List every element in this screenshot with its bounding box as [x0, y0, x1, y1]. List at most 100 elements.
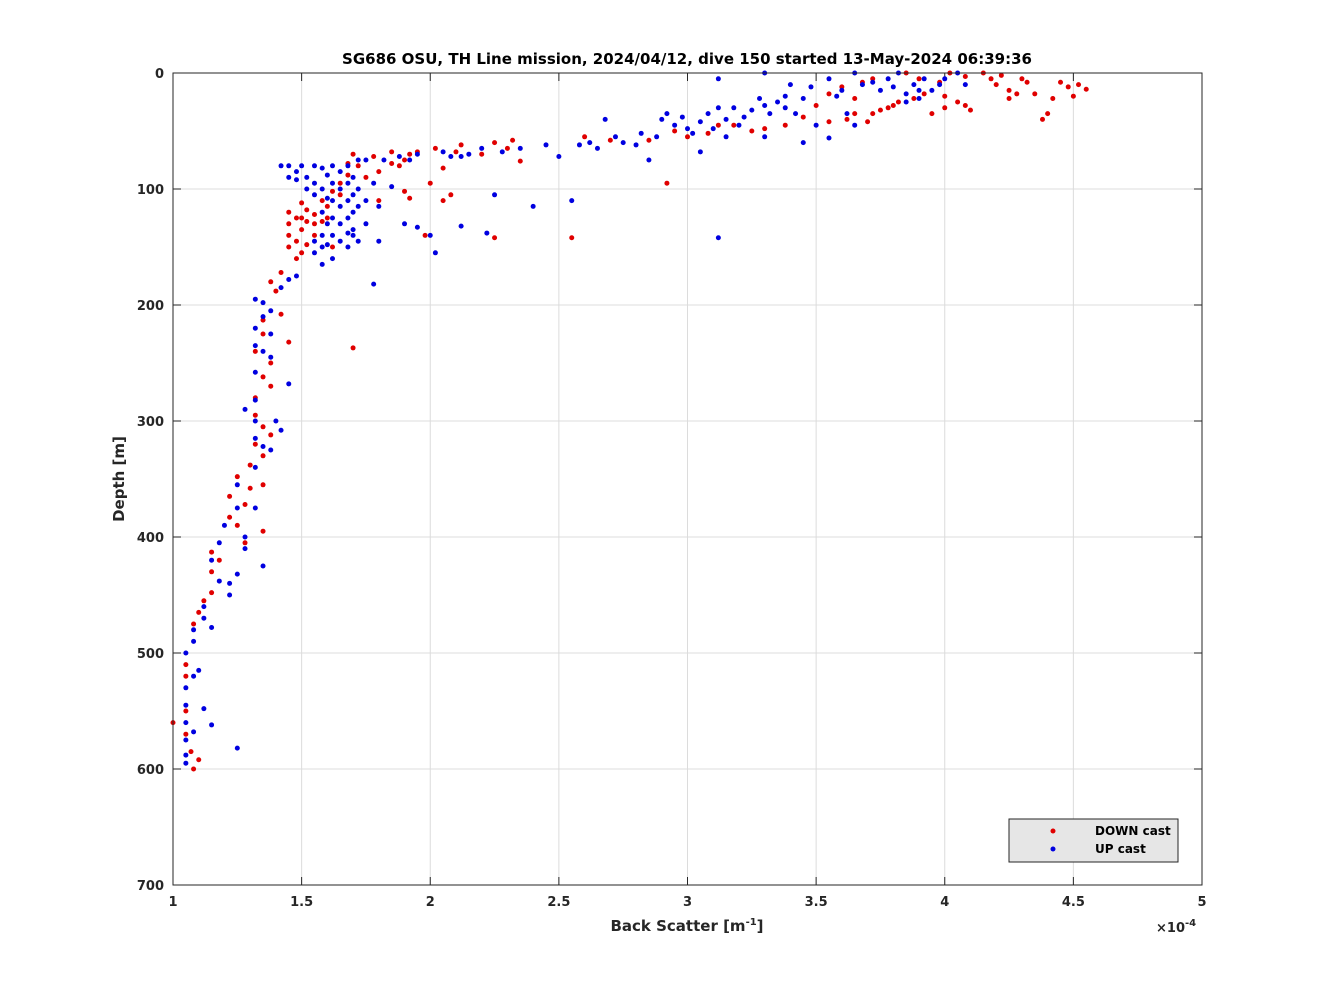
data-point — [337, 192, 343, 198]
data-point — [967, 107, 973, 113]
data-point — [844, 111, 850, 117]
data-point — [672, 122, 678, 128]
data-point — [286, 232, 292, 238]
data-point — [355, 203, 361, 209]
data-point — [911, 96, 917, 102]
y-tick-label: 100 — [137, 183, 164, 198]
data-point — [389, 160, 395, 166]
data-point — [646, 157, 652, 163]
data-point — [355, 238, 361, 244]
data-point — [877, 87, 883, 93]
data-point — [458, 154, 464, 160]
data-point — [929, 111, 935, 117]
data-point — [736, 122, 742, 128]
data-point — [492, 192, 498, 198]
data-point — [209, 722, 215, 728]
data-point — [715, 122, 721, 128]
data-point — [962, 102, 968, 108]
data-point — [260, 348, 266, 354]
data-point — [304, 186, 310, 192]
data-point — [942, 105, 948, 111]
data-point — [268, 360, 274, 366]
data-point — [826, 135, 832, 141]
data-point — [620, 140, 626, 146]
data-point — [839, 84, 845, 90]
data-point — [350, 151, 356, 157]
data-point — [890, 102, 896, 108]
data-point — [903, 91, 909, 97]
data-point — [396, 163, 402, 169]
x-axis-multiplier: ×10-4 — [1156, 918, 1196, 936]
data-point — [209, 624, 215, 630]
data-point — [227, 592, 233, 598]
data-point — [844, 116, 850, 122]
y-tick-label: 500 — [137, 647, 164, 662]
y-tick-label: 0 — [155, 67, 164, 82]
data-point — [787, 82, 793, 88]
data-point — [654, 134, 660, 140]
data-point — [607, 137, 613, 143]
data-point — [329, 180, 335, 186]
data-point — [252, 296, 258, 302]
data-point — [209, 557, 215, 563]
data-point — [355, 163, 361, 169]
y-tick-label: 200 — [137, 299, 164, 314]
data-point — [852, 122, 858, 128]
data-point — [319, 209, 325, 215]
data-point — [1050, 96, 1056, 102]
data-point — [407, 157, 413, 163]
data-point — [782, 122, 788, 128]
data-point — [569, 235, 575, 241]
data-point — [324, 242, 330, 248]
data-point — [252, 435, 258, 441]
data-point — [448, 192, 454, 198]
data-point — [1006, 96, 1012, 102]
x-tick-label: 4 — [940, 895, 949, 910]
y-tick-label: 300 — [137, 415, 164, 430]
data-point — [311, 250, 317, 256]
data-point — [345, 244, 351, 250]
data-point — [299, 163, 305, 169]
data-point — [921, 76, 927, 82]
data-point — [324, 221, 330, 227]
x-tick-label: 3 — [683, 895, 692, 910]
data-point — [852, 96, 858, 102]
data-point — [414, 224, 420, 230]
data-point — [252, 412, 258, 418]
data-point — [517, 145, 523, 151]
data-point — [329, 163, 335, 169]
data-point — [664, 111, 670, 117]
data-point — [458, 223, 464, 229]
data-point — [286, 163, 292, 169]
data-point — [324, 172, 330, 178]
data-point — [191, 627, 197, 633]
data-point — [484, 230, 490, 236]
x-tick-label: 2.5 — [547, 895, 570, 910]
y-axis-label: Depth [m] — [110, 436, 128, 522]
data-point — [1045, 111, 1051, 117]
data-point — [710, 126, 716, 132]
data-point — [191, 673, 197, 679]
data-point — [324, 195, 330, 201]
data-point — [916, 87, 922, 93]
data-point — [962, 73, 968, 79]
data-point — [479, 145, 485, 151]
axis-ticks: 1 1.5 2 2.5 3 3.5 4 4.5 5 0 100 200 300 400 500 600 700 — [137, 67, 1207, 910]
data-point — [826, 76, 832, 82]
data-point — [921, 91, 927, 97]
data-point — [252, 325, 258, 331]
data-point — [407, 195, 413, 201]
data-point — [247, 462, 253, 468]
data-point — [492, 140, 498, 146]
data-point — [731, 105, 737, 111]
data-point — [813, 122, 819, 128]
data-point — [664, 180, 670, 186]
data-point — [396, 154, 402, 160]
data-point — [286, 221, 292, 227]
data-point — [191, 729, 197, 735]
data-point — [556, 154, 562, 160]
data-point — [260, 528, 266, 534]
data-point — [191, 638, 197, 644]
data-point — [299, 215, 305, 221]
